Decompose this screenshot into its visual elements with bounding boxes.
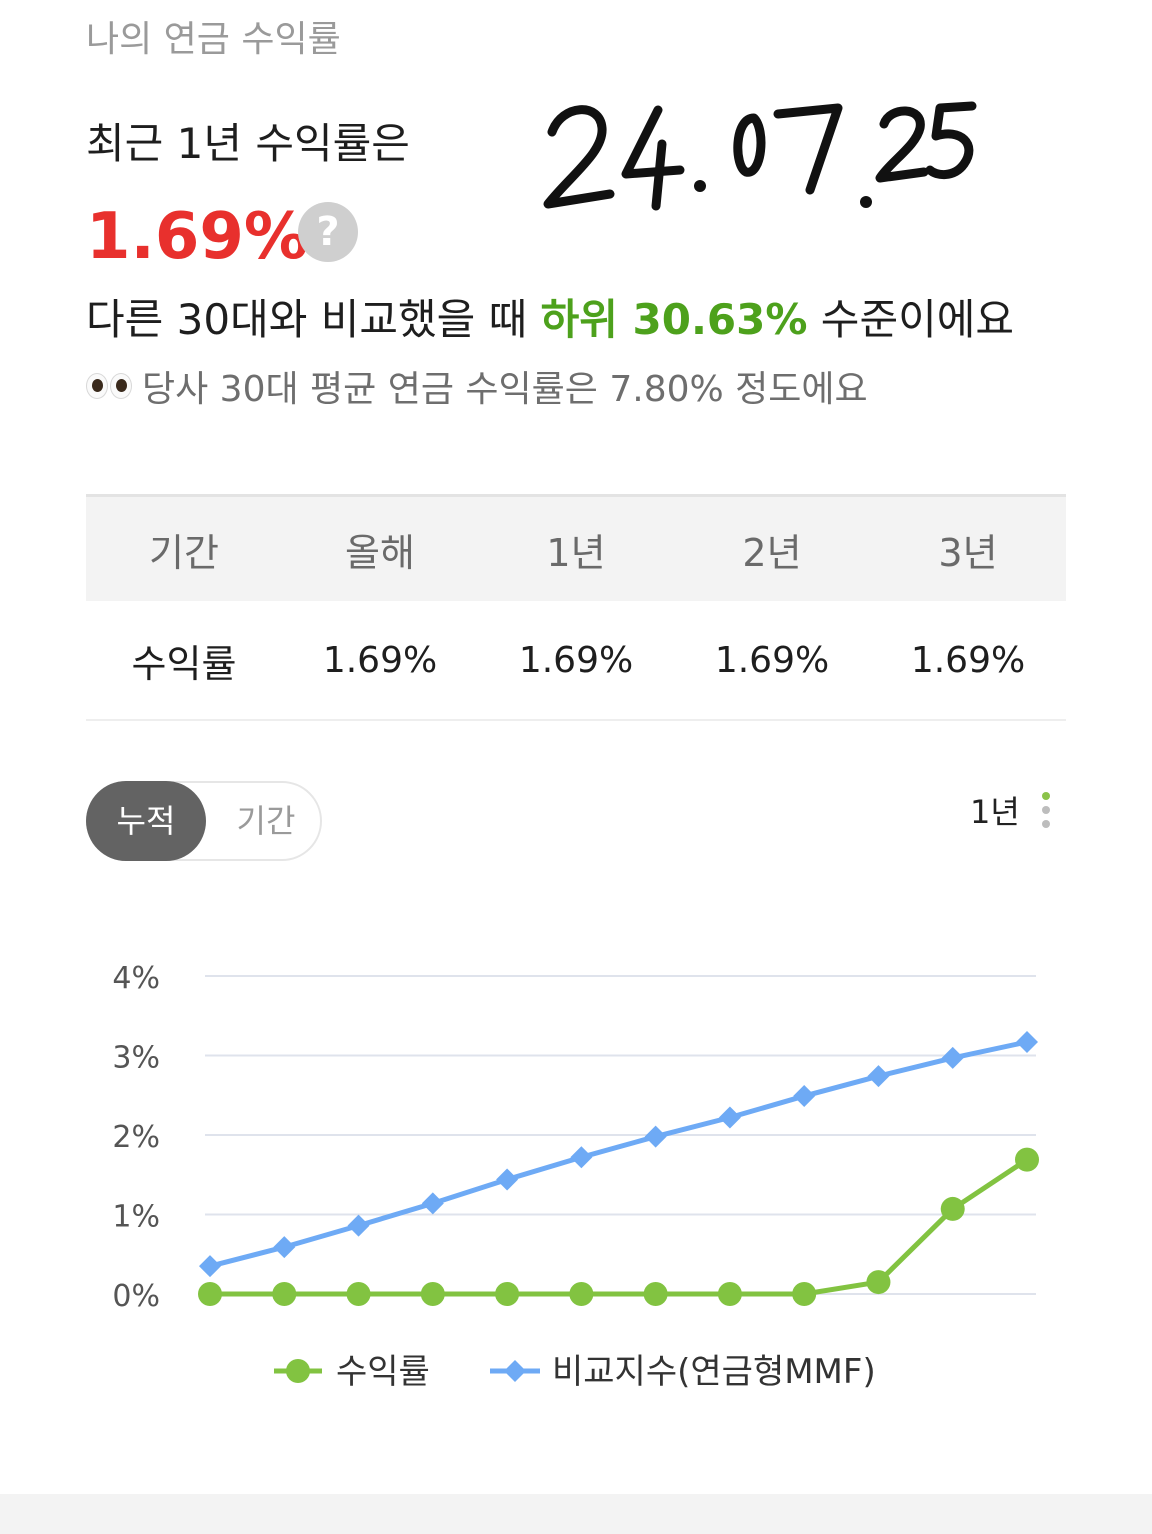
data-point: [644, 1125, 667, 1148]
peer-comparison-text: 다른 30대와 비교했을 때 하위 30.63% 수준이에요: [86, 286, 1014, 347]
y-tick-label: 0%: [112, 1279, 160, 1314]
table-header: 올해: [282, 494, 478, 601]
data-point: [496, 1168, 519, 1191]
table-header: 기간: [86, 494, 282, 601]
table-header: 3년: [870, 494, 1066, 601]
y-tick-label: 1%: [112, 1200, 160, 1235]
table-cell: 1.69%: [674, 601, 870, 721]
table-cell: 1.69%: [282, 601, 478, 721]
handwritten-date-annotation: [543, 101, 977, 211]
recent-return-label: 최근 1년 수익률은: [86, 119, 410, 168]
data-point: [940, 1196, 965, 1221]
data-point: [866, 1270, 891, 1295]
data-point: [347, 1214, 370, 1237]
table-cell: 1.69%: [870, 601, 1066, 721]
legend-marker: [286, 1359, 310, 1383]
table-header: 2년: [674, 494, 870, 601]
data-point: [570, 1146, 593, 1169]
data-point: [420, 1282, 445, 1306]
period-selector-label: 1년: [970, 793, 1020, 831]
table-row-label: 수익률: [86, 601, 282, 721]
average-return-note: 당사 30대 평균 연금 수익률은 7.80% 정도에요: [86, 360, 868, 412]
eyes-emoji-icon: [86, 373, 132, 399]
question-circle-icon[interactable]: ?: [298, 202, 358, 262]
vertical-dots-icon[interactable]: [1040, 792, 1052, 828]
series-line: [209, 1039, 1028, 1269]
series-line: [210, 1157, 1029, 1297]
recent-return-value: 1.69%: [86, 200, 309, 274]
legend-label: 수익률: [336, 1352, 430, 1392]
returns-table: 기간 올해 1년 2년 3년 수익률 1.69% 1.69% 1.69% 1.6…: [86, 494, 1066, 721]
data-point: [421, 1192, 444, 1215]
data-point: [199, 1255, 221, 1278]
data-point: [198, 1282, 222, 1306]
table-cell: 1.69%: [478, 601, 674, 721]
y-tick-label: 4%: [112, 961, 160, 996]
data-point: [867, 1065, 890, 1088]
legend-label: 비교지수(연금형MMF): [552, 1352, 876, 1392]
toggle-cumulative[interactable]: 누적: [86, 781, 206, 861]
data-point: [717, 1282, 742, 1306]
page-title: 나의 연금 수익률: [86, 19, 341, 60]
period-selector[interactable]: 1년: [970, 790, 1052, 831]
data-point: [1016, 1030, 1038, 1053]
y-tick-label: 3%: [112, 1041, 160, 1076]
comparison-percentile: 하위 30.63%: [540, 295, 808, 344]
data-point: [792, 1282, 817, 1306]
comparison-prefix: 다른 30대와 비교했을 때: [86, 295, 541, 344]
legend-marker: [504, 1360, 526, 1382]
y-tick-label: 2%: [112, 1120, 160, 1155]
data-point: [941, 1046, 964, 1069]
data-point: [569, 1282, 594, 1306]
comparison-suffix: 수준이에요: [807, 295, 1015, 344]
toggle-period[interactable]: 기간: [236, 802, 296, 840]
table-header-row: 기간 올해 1년 2년 3년: [86, 494, 1066, 601]
data-point: [273, 1236, 296, 1259]
table-row: 수익률 1.69% 1.69% 1.69% 1.69%: [86, 601, 1066, 721]
table-header: 1년: [478, 494, 674, 601]
data-point: [272, 1282, 297, 1306]
data-point: [346, 1282, 371, 1306]
return-line-chart: 0% 1% 2% 3% 4% 수익률 비교지수(연금형MMF): [112, 961, 1039, 1392]
data-point: [643, 1282, 668, 1306]
data-point: [718, 1106, 741, 1129]
cumulative-period-toggle: 누적 기간: [86, 781, 322, 861]
data-point: [1015, 1147, 1039, 1172]
bottom-divider: [0, 1494, 1152, 1534]
average-return-text: 당사 30대 평균 연금 수익률은 7.80% 정도에요: [142, 369, 868, 410]
data-point: [793, 1085, 816, 1108]
data-point: [495, 1282, 520, 1306]
